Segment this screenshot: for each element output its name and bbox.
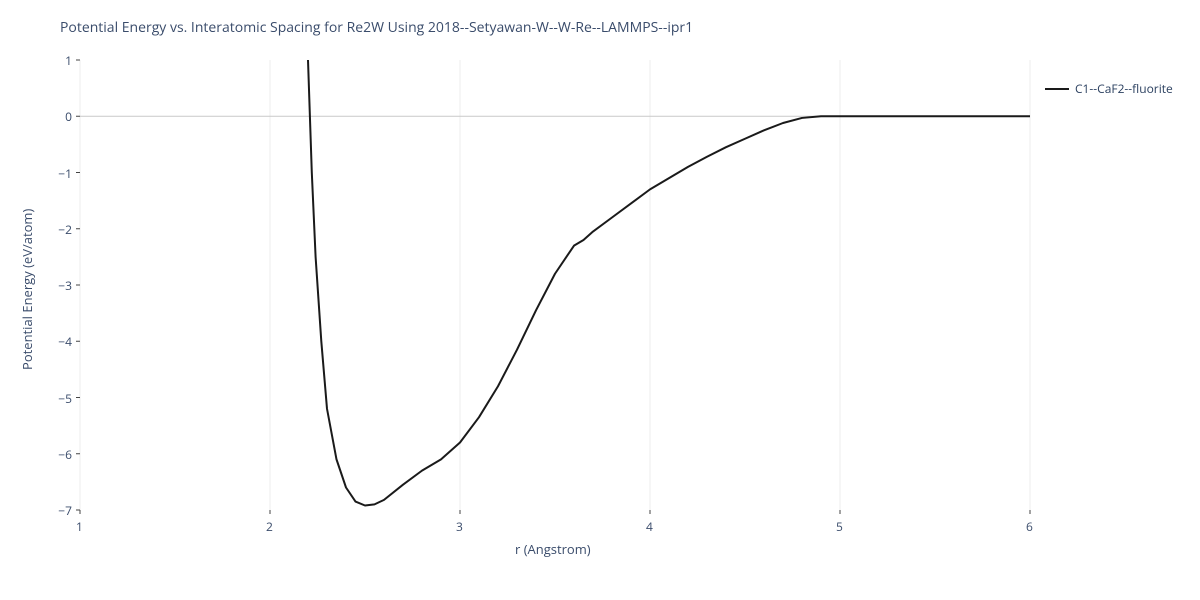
- chart-container: { "chart": { "type": "line", "title": "P…: [0, 0, 1200, 600]
- legend-swatch: [1045, 88, 1069, 90]
- x-tick: 2: [266, 518, 273, 535]
- y-tick: −1: [58, 165, 72, 182]
- y-tick: −6: [58, 446, 72, 463]
- legend-label: C1--CaF2--fluorite: [1075, 80, 1173, 97]
- x-tick: 1: [76, 518, 83, 535]
- x-tick: 4: [646, 518, 653, 535]
- y-tick: 0: [65, 108, 72, 125]
- plot-area: [0, 0, 1200, 600]
- x-tick: 6: [1026, 518, 1033, 535]
- y-tick: −5: [58, 390, 72, 407]
- x-tick: 5: [836, 518, 843, 535]
- legend-item[interactable]: C1--CaF2--fluorite: [1045, 80, 1173, 97]
- y-tick: −4: [58, 333, 72, 350]
- x-tick: 3: [456, 518, 463, 535]
- y-tick: −2: [58, 221, 72, 238]
- y-tick: 1: [65, 52, 72, 69]
- y-tick: −3: [58, 277, 72, 294]
- y-tick: −7: [58, 502, 72, 519]
